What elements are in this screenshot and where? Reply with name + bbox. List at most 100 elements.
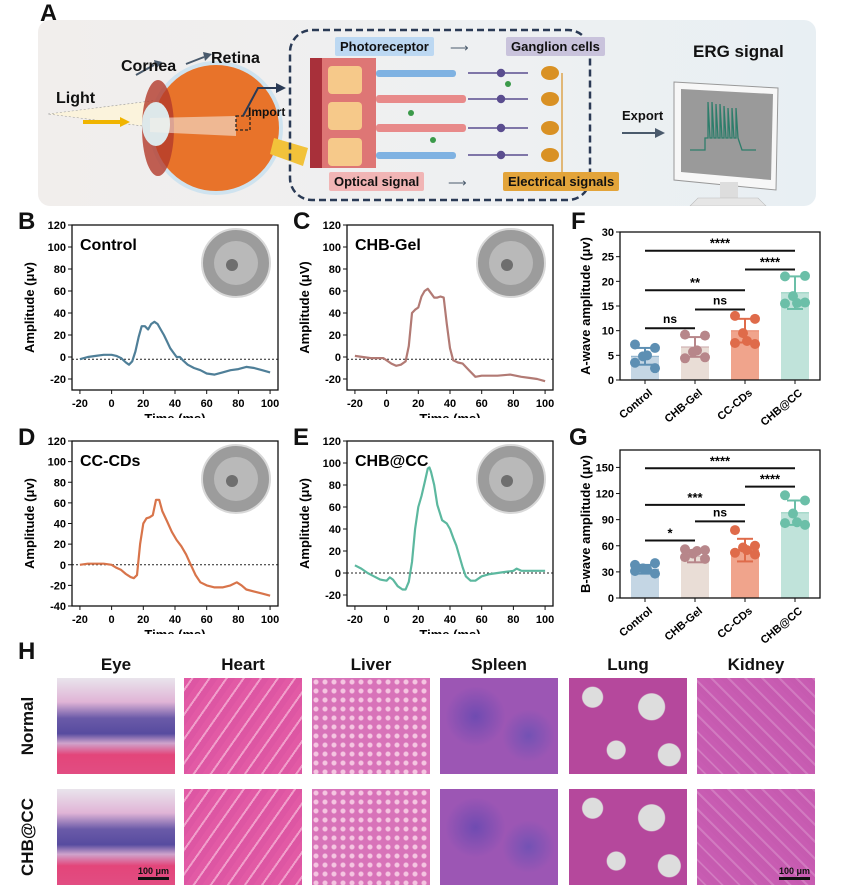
x-tick-label: 20	[412, 398, 424, 410]
export-label: Export	[622, 108, 664, 123]
x-tick-label: 60	[476, 398, 488, 410]
y-axis-label: Amplitude (μv)	[297, 478, 312, 569]
plot-frame	[619, 449, 821, 599]
data-point	[800, 270, 810, 281]
erg-schematic: Light Cornea Retina Import Photoreceptor…	[38, 20, 816, 206]
x-tick-label: 80	[507, 398, 519, 410]
data-point	[742, 545, 752, 556]
x-tick-label: 100	[261, 614, 279, 626]
scale-bar-label: 100 μm	[138, 866, 170, 876]
x-tick-label: CC-CDs	[715, 387, 755, 423]
histology-column-title: Liver	[350, 655, 392, 674]
data-point	[780, 298, 790, 309]
data-point	[780, 518, 790, 529]
b-wave-bar-chart: Control CHB-Gel CC-CDs CHB@CC***********ns*…	[578, 449, 821, 643]
y-tick-label: 40	[329, 524, 341, 536]
y-tick-label: 40	[54, 308, 66, 320]
data-point	[792, 517, 802, 528]
y-tick-label: 120	[323, 436, 341, 448]
data-point	[700, 352, 710, 363]
fundus-inset-image	[201, 444, 271, 514]
x-tick-label: 100	[536, 398, 554, 410]
arrow-icon: ⟶	[450, 40, 469, 55]
y-tick-label: 60	[54, 286, 66, 298]
data-point	[750, 540, 760, 551]
erg-chart-chb-gel: -20 0 20 40 60 80 100 -20 0 20 40 60 80 100 120 CHB-Gel…	[297, 220, 554, 418]
data-point	[730, 310, 740, 321]
schematic-graphics	[47, 28, 779, 206]
histology-column-title: Eye	[100, 655, 132, 674]
y-tick-label: 80	[329, 264, 341, 276]
erg-chart-cc-cds: -20 0 20 40 60 80 100 -40 -20 0 20 40 60 80 100 120 CC-C…	[22, 436, 279, 634]
histology-image-eye-chb-cc	[57, 789, 175, 885]
data-point	[692, 345, 702, 356]
optic-nerve	[270, 138, 308, 166]
significance-label: ****	[760, 254, 781, 269]
histology-image-lung-normal	[569, 678, 687, 774]
y-tick-label: 120	[323, 220, 341, 232]
erg-chart-control: -20 0 20 40 60 80 100 -20 0 20 40 60 80 100 120 Control…	[22, 220, 279, 418]
panel-label-g: G	[569, 424, 588, 451]
histology-image-eye-normal	[57, 678, 175, 774]
erg-trace	[354, 466, 546, 591]
histology-image-spleen-normal	[440, 678, 558, 774]
x-tick-label: -20	[347, 398, 363, 410]
panel-label-h: H	[18, 638, 36, 665]
x-tick-label: -20	[72, 614, 88, 626]
chart-title: CHB@CC	[355, 453, 429, 470]
x-tick-label: -20	[347, 614, 363, 626]
x-tick-label: 100	[536, 614, 554, 626]
pupil	[501, 475, 513, 487]
y-tick-label: 90	[602, 515, 614, 527]
y-tick-label: -40	[50, 601, 66, 613]
y-tick-label: 20	[329, 546, 341, 558]
x-tick-label: 0	[384, 398, 390, 410]
pupil	[501, 259, 513, 271]
data-point	[750, 338, 760, 349]
y-tick-label: 0	[608, 593, 614, 605]
fundus-inset-image	[201, 228, 271, 298]
x-tick-label: -20	[72, 398, 88, 410]
electrical-signals-chip: Electrical signals	[503, 172, 620, 191]
y-tick-label: 80	[329, 480, 341, 492]
y-tick-label: 0	[335, 352, 341, 364]
histology-image-lung-chb-cc	[569, 789, 687, 885]
y-axis-label: A-wave amplitude (μv)	[578, 237, 593, 375]
data-point	[630, 357, 640, 368]
x-tick-label: Control	[617, 605, 655, 639]
x-tick-label: 0	[384, 614, 390, 626]
histology-image-heart-normal	[184, 678, 302, 774]
pupil	[226, 475, 238, 487]
histology-image-liver-normal	[312, 678, 430, 774]
y-tick-label: 0	[608, 375, 614, 387]
x-tick-label: 60	[201, 398, 213, 410]
data-point	[700, 545, 710, 556]
panel-label-e: E	[293, 424, 310, 451]
data-point	[650, 568, 660, 579]
x-tick-label: 40	[444, 614, 456, 626]
data-point	[680, 329, 690, 340]
y-tick-label: 120	[48, 436, 66, 448]
y-tick-label: 60	[54, 498, 66, 510]
data-point	[650, 558, 660, 569]
data-point	[630, 339, 640, 350]
data-point	[792, 298, 802, 309]
x-tick-label: 20	[137, 614, 149, 626]
y-tick-label: 80	[54, 264, 66, 276]
y-tick-label: 120	[48, 220, 66, 232]
y-tick-label: 20	[54, 539, 66, 551]
x-tick-label: CHB-Gel	[663, 605, 705, 643]
x-tick-label: 0	[109, 614, 115, 626]
ganglion-chip: Ganglion cells	[506, 37, 605, 56]
significance-label: ****	[710, 453, 731, 468]
x-tick-label: CHB-Gel	[663, 387, 705, 425]
erg-signal-label: ERG signal	[693, 42, 784, 61]
significance-label: **	[690, 275, 701, 290]
arrow-icon: ⟶	[448, 175, 467, 190]
y-tick-label: -20	[50, 580, 66, 592]
chart-title: CHB-Gel	[355, 237, 421, 254]
data-point	[730, 525, 740, 536]
y-tick-label: 10	[602, 326, 614, 338]
y-tick-label: 100	[323, 458, 341, 470]
scale-bar-line	[138, 877, 170, 880]
